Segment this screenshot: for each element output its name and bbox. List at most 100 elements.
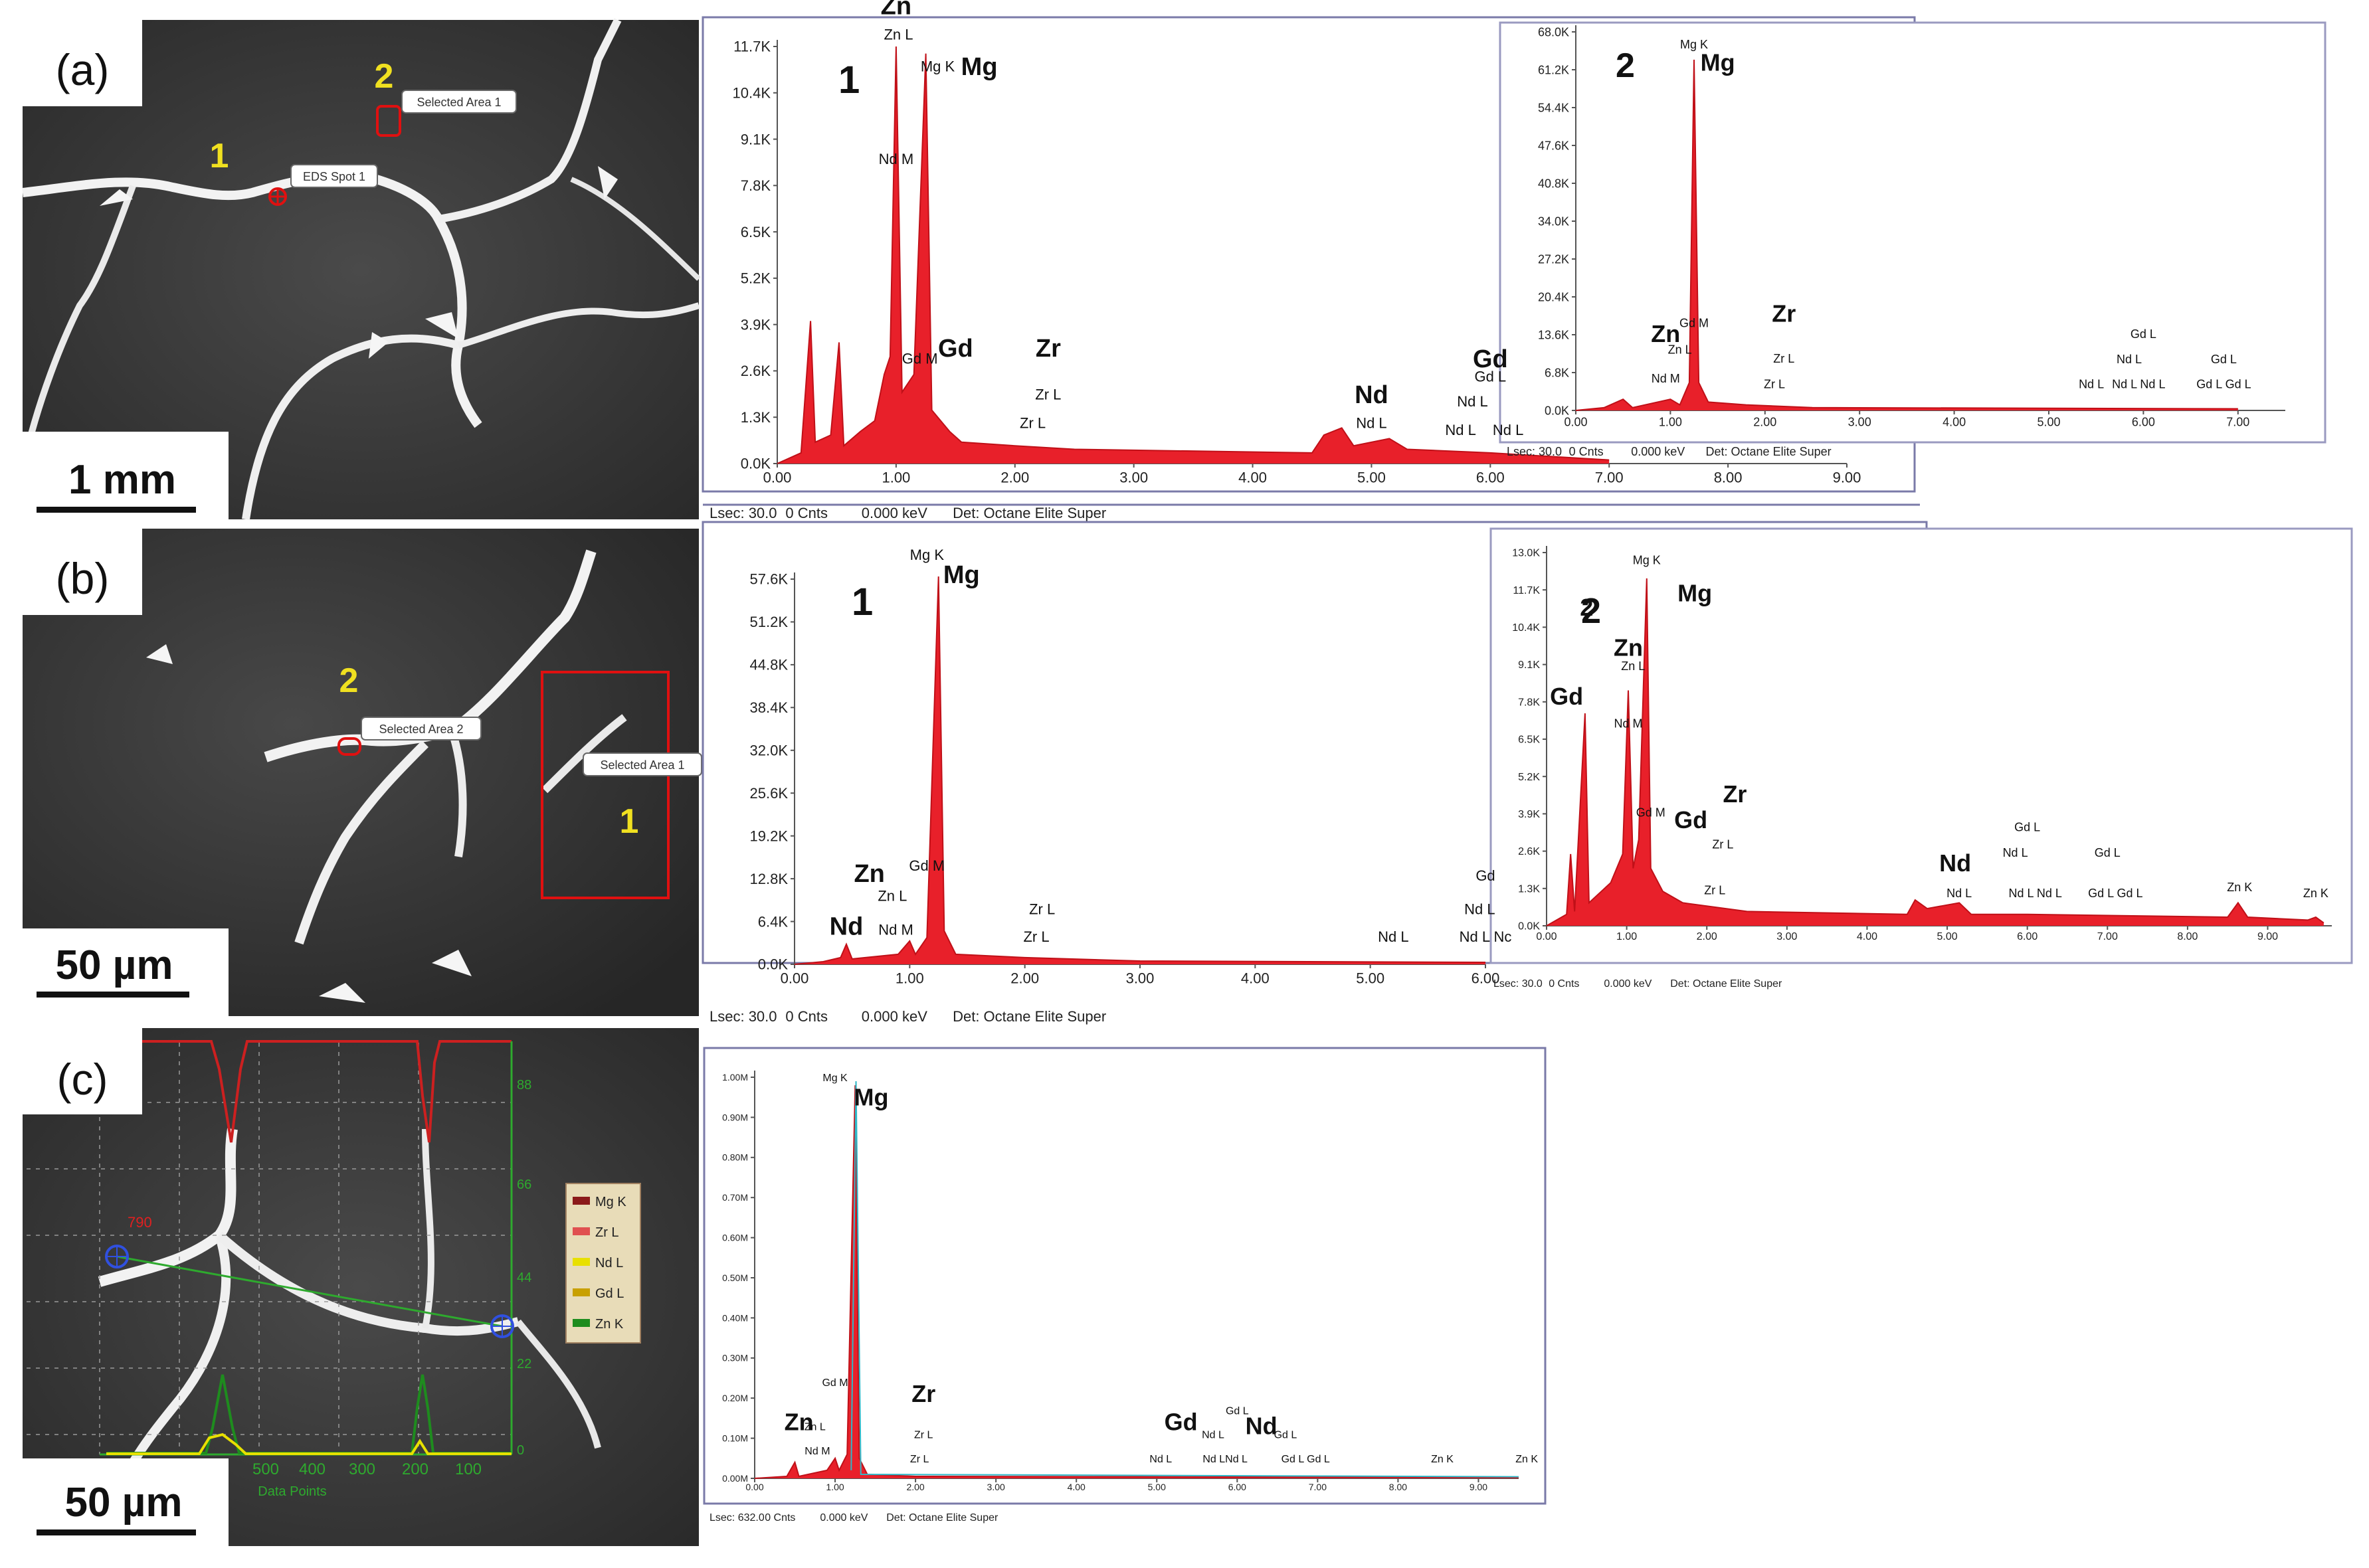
x-tick-label: 8.00 xyxy=(1714,470,1743,486)
x-tick-label: 6.00 xyxy=(2017,931,2037,942)
profile-tick-88: 88 xyxy=(517,1078,531,1092)
footer-det: Det: Octane Elite Super xyxy=(953,1008,1106,1025)
peak-label: Nd L xyxy=(2079,377,2104,391)
peak-label: Nd xyxy=(830,913,864,941)
spectrum-number-b2: 2 xyxy=(1581,591,1601,631)
peak-label: Gd M xyxy=(822,1377,848,1389)
x-tick-label: 0.00 xyxy=(1536,931,1557,942)
profile-tick-44: 44 xyxy=(517,1270,531,1285)
x-tick-label: 9.00 xyxy=(1833,470,1861,486)
peak-label: Nd M xyxy=(1652,372,1680,385)
y-tick-label: 1.3K xyxy=(741,409,771,426)
y-tick-label: 11.7K xyxy=(733,39,771,55)
panel-label-a: (a) xyxy=(56,45,110,94)
peak-label: Nd L xyxy=(1457,393,1487,410)
footer-kev: 0.000 keV xyxy=(862,505,927,521)
profile-spot-label: 790 xyxy=(128,1214,152,1231)
callout-selected-area-a: Selected Area 1 xyxy=(417,96,501,109)
peak-label: Zr L xyxy=(910,1454,929,1465)
scale-bar-c xyxy=(37,1529,196,1535)
footer-det: Det: Octane Elite Super xyxy=(1670,978,1782,990)
x-tick-label: 6.00 xyxy=(1476,470,1505,486)
x-tick-label: 8.00 xyxy=(1389,1482,1407,1492)
x-tick-label: 2.00 xyxy=(1753,415,1776,428)
footer-cnts: 0 Cnts xyxy=(785,505,828,521)
peak-label: Gd M xyxy=(1679,316,1709,329)
x-tick-label: 6.00 xyxy=(2132,415,2155,428)
x-tick-label: 2.00 xyxy=(1000,470,1029,486)
y-tick-label: 0.80M xyxy=(722,1152,748,1163)
spectrum-number-a1: 1 xyxy=(838,58,860,102)
y-tick-label: 3.9K xyxy=(741,316,771,333)
peak-label: Zr xyxy=(1723,780,1747,808)
spectrum-line-a1 xyxy=(777,46,1610,464)
x-tick-label: 0.00 xyxy=(763,470,792,486)
peak-label: Gd L Gd L xyxy=(2196,377,2251,391)
y-tick-label: 0.10M xyxy=(722,1433,748,1444)
peak-label: Zn xyxy=(854,860,884,888)
panel-label-b: (b) xyxy=(56,554,110,603)
callout-eds-spot: EDS Spot 1 xyxy=(303,170,365,183)
peak-label: Zr L xyxy=(1035,386,1061,402)
peak-label: Zn xyxy=(1651,320,1680,347)
micrograph-b: Selected Area 2 Selected Area 1 2 1 (b) … xyxy=(23,529,702,1016)
spectrum-line-a2 xyxy=(1575,59,2238,411)
y-tick-label: 0.90M xyxy=(722,1112,748,1122)
peak-label: Gd M xyxy=(1636,806,1665,820)
peak-label: Gd xyxy=(1165,1409,1198,1436)
footer-det: Det: Octane Elite Super xyxy=(953,505,1106,521)
peak-label: Nd L xyxy=(1378,928,1408,945)
peak-label: Gd xyxy=(1475,867,1495,884)
y-tick-label: 0.60M xyxy=(722,1233,748,1243)
panel-label-c: (c) xyxy=(57,1055,108,1104)
y-tick-label: 0.0K xyxy=(741,456,771,472)
peak-label: Zr xyxy=(1772,300,1796,327)
y-tick-label: 13.0K xyxy=(1512,548,1540,559)
y-tick-label: 13.6K xyxy=(1538,328,1569,341)
footer-kev: 0.000 keV xyxy=(862,1008,927,1025)
peak-label: Nd xyxy=(1246,1413,1278,1440)
spectrum-line-b2 xyxy=(1546,578,2324,926)
marker-1-b: 1 xyxy=(620,802,639,841)
footer-kev: 0.000 keV xyxy=(820,1512,868,1524)
peak-label: Nd LNd L xyxy=(1202,1454,1248,1465)
x-tick-label: 5.00 xyxy=(1357,470,1386,486)
y-tick-label: 5.2K xyxy=(1518,772,1540,783)
peak-label: Zn xyxy=(1614,634,1643,661)
peak-label: Nd L Nc xyxy=(1460,928,1512,945)
peak-label: Nd L xyxy=(2117,353,2142,366)
legend-nd: Nd L xyxy=(595,1256,623,1270)
spectrum-overlay-c1 xyxy=(850,1081,1519,1478)
spectrum-a1: 0.0K1.3K2.6K3.9K5.2K6.5K7.8K9.1K10.4K11.… xyxy=(710,0,1861,521)
y-tick-label: 10.4K xyxy=(1512,622,1540,634)
peak-label: Zn xyxy=(785,1409,814,1436)
peak-label: Zr xyxy=(1036,335,1061,363)
x-tick-label: 4.00 xyxy=(1943,415,1966,428)
y-tick-label: 34.0K xyxy=(1538,215,1569,228)
y-tick-label: 9.1K xyxy=(1518,659,1540,671)
footer-kev: 0.000 keV xyxy=(1631,445,1685,458)
peak-label: Nd L Nd L xyxy=(2009,887,2062,900)
peak-label: Nd L xyxy=(1946,887,1972,900)
scale-bar-label-a: 1 mm xyxy=(68,457,176,503)
x-tick-label: 3.00 xyxy=(1119,470,1148,486)
peak-label: 2 xyxy=(1580,594,1593,621)
y-tick-label: 7.8K xyxy=(1518,697,1540,708)
peak-label: Zr L xyxy=(1020,414,1046,431)
y-tick-label: 54.4K xyxy=(1538,101,1569,114)
y-tick-label: 9.1K xyxy=(741,131,771,147)
peak-label: Zr L xyxy=(1023,928,1049,945)
peak-label: Nd L xyxy=(1202,1430,1224,1441)
profile-x-tick-500: 500 xyxy=(252,1460,279,1478)
x-tick-label: 8.00 xyxy=(2177,931,2198,942)
peak-label: Gd xyxy=(1674,806,1707,833)
y-tick-label: 0.00M xyxy=(722,1473,748,1484)
y-tick-label: 1.00M xyxy=(722,1072,748,1083)
legend-mg: Mg K xyxy=(595,1195,626,1209)
peak-label: Gd M xyxy=(909,857,945,874)
peak-label: Nd L xyxy=(1464,901,1495,917)
footer-cnts: 0 Cnts xyxy=(1549,978,1579,990)
y-tick-label: 57.6K xyxy=(750,571,789,588)
y-tick-label: 38.4K xyxy=(750,699,789,716)
